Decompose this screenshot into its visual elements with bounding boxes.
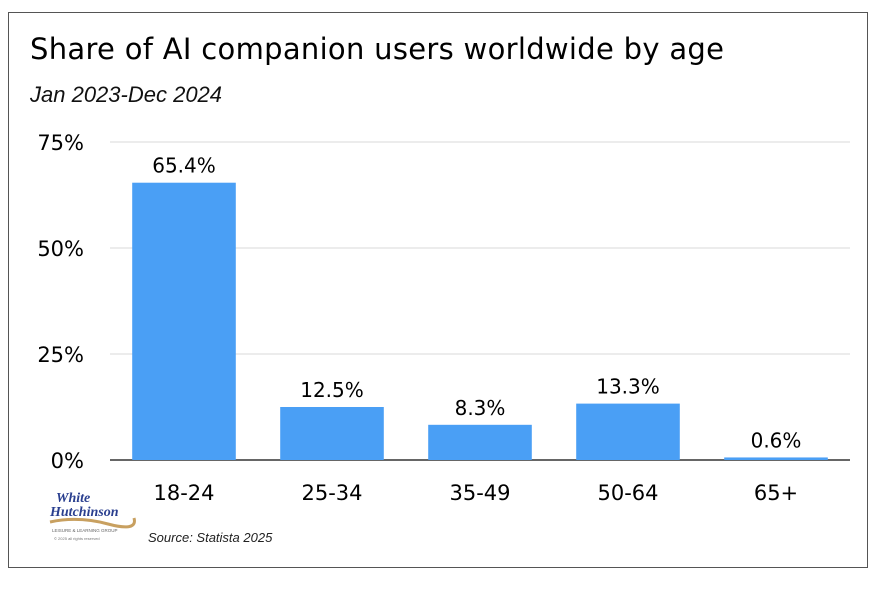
x-tick-label: 65+ [754,481,798,505]
y-axis-ticks: 0% 25% 50% 75% [37,131,84,473]
y-tick-label: 25% [37,343,84,367]
y-tick-label: 0% [51,449,84,473]
logo-tagline: LEISURE & LEARNING GROUP [52,528,118,533]
chart-title: Share of AI companion users worldwide by… [30,32,725,66]
value-label: 8.3% [455,396,506,420]
logo-copyright: © 2025 all rights reserved [54,536,100,541]
value-label: 0.6% [751,428,802,452]
bar-18-24 [132,182,236,461]
x-tick-label: 35-49 [449,481,510,505]
y-tick-label: 50% [37,237,84,261]
chart-subtitle: Jan 2023-Dec 2024 [30,82,223,107]
value-label: 65.4% [152,154,216,178]
x-tick-label: 50-64 [597,481,658,505]
white-hutchinson-logo: White Hutchinson LEISURE & LEARNING GROU… [49,491,136,541]
x-tick-label: 25-34 [301,481,362,505]
x-tick-label: 18-24 [153,481,214,505]
y-tick-label: 75% [37,131,84,155]
value-label: 12.5% [300,378,364,402]
bars [132,182,828,461]
logo-line2: Hutchinson [49,505,119,520]
value-label: 13.3% [596,375,660,399]
logo-line1: White [56,491,90,506]
x-axis-ticks: 18-24 25-34 35-49 50-64 65+ [153,481,798,505]
bar-65+ [724,457,828,460]
bar-35-49 [428,424,532,460]
source-note: Source: Statista 2025 [148,530,273,545]
value-labels: 65.4% 12.5% 8.3% 13.3% 0.6% [152,154,801,453]
bar-50-64 [576,403,680,460]
bar-25-34 [280,407,384,460]
